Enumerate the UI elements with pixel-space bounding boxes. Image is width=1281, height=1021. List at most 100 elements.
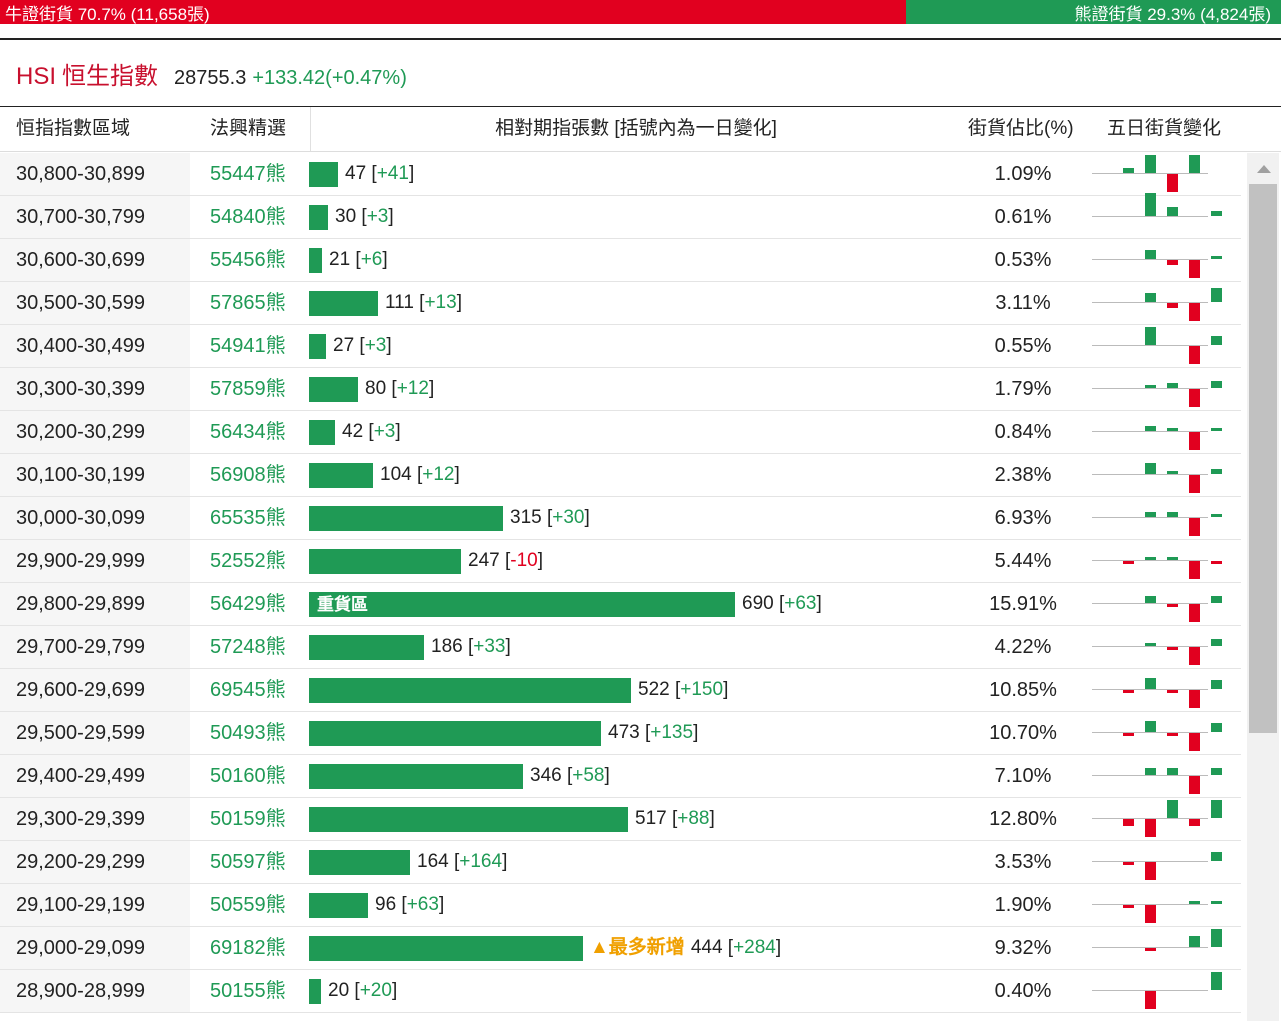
contracts-count: 20 bbox=[328, 980, 350, 1001]
sparkline-baseline bbox=[1092, 431, 1208, 432]
sparkline-bar bbox=[1189, 155, 1200, 173]
pick-link[interactable]: 57865熊 bbox=[190, 282, 308, 324]
contracts-bar bbox=[309, 205, 328, 230]
sparkline-bar bbox=[1189, 604, 1200, 622]
sparkline-baseline bbox=[1092, 646, 1208, 647]
pick-link[interactable]: 54840熊 bbox=[190, 196, 308, 238]
pick-link[interactable]: 69545熊 bbox=[190, 669, 308, 711]
outstanding-pct: 1.79% bbox=[994, 378, 1052, 400]
outstanding-pct: 9.32% bbox=[994, 937, 1052, 959]
contracts-count: 315 bbox=[510, 507, 542, 528]
sparkline-baseline bbox=[1092, 861, 1208, 862]
one-day-change: +33 bbox=[473, 636, 506, 657]
header-pick: 法興精選 bbox=[210, 118, 287, 139]
pick-link[interactable]: 57248熊 bbox=[190, 626, 308, 668]
sparkline-bar bbox=[1167, 557, 1178, 560]
sparkline-bar bbox=[1167, 260, 1178, 265]
header-outstanding-pct: 街貨佔比(%) bbox=[968, 118, 1074, 139]
pick-link[interactable]: 55456熊 bbox=[190, 239, 308, 281]
contracts-bar-cell: 164 [+164] bbox=[308, 841, 958, 883]
contracts-text: ▲最多新增 444 [+284] bbox=[590, 937, 782, 958]
five-day-sparkline bbox=[1088, 193, 1238, 238]
outstanding-pct: 15.91% bbox=[989, 593, 1057, 615]
contracts-bar bbox=[309, 721, 601, 746]
contracts-count: 522 bbox=[638, 679, 670, 700]
pick-link[interactable]: 50559熊 bbox=[190, 884, 308, 926]
sparkline-bar bbox=[1145, 327, 1156, 345]
contracts-bar-cell: 重貨區 690 [+63] bbox=[308, 583, 958, 625]
outstanding-pct: 10.70% bbox=[989, 722, 1057, 744]
sparkline-bar bbox=[1123, 168, 1134, 173]
table-row: 30,000-30,099 65535熊 315 [+30] 6.93% bbox=[0, 497, 1241, 540]
pick-link[interactable]: 54941熊 bbox=[190, 325, 308, 367]
sparkline-baseline bbox=[1092, 603, 1208, 604]
contracts-bar-cell: 247 [-10] bbox=[308, 540, 958, 582]
pick-link[interactable]: 52552熊 bbox=[190, 540, 308, 582]
contracts-bar-cell: 80 [+12] bbox=[308, 368, 958, 410]
sparkline-bar bbox=[1211, 514, 1222, 517]
pick-link[interactable]: 55447熊 bbox=[190, 153, 308, 195]
sparkline-baseline bbox=[1092, 560, 1208, 561]
pick-link[interactable]: 50159熊 bbox=[190, 798, 308, 840]
range-cell: 29,600-29,699 bbox=[0, 669, 190, 711]
contracts-bar-cell: 522 [+150] bbox=[308, 669, 958, 711]
contracts-bar bbox=[309, 549, 461, 574]
vertical-scrollbar[interactable] bbox=[1247, 153, 1279, 1021]
contracts-count: 27 bbox=[333, 335, 355, 356]
outstanding-pct: 10.85% bbox=[989, 679, 1057, 701]
pick-link[interactable]: 65535熊 bbox=[190, 497, 308, 539]
five-day-sparkline bbox=[1088, 282, 1238, 324]
pick-link[interactable]: 56434熊 bbox=[190, 411, 308, 453]
sparkline-bar bbox=[1145, 862, 1156, 880]
contracts-bar bbox=[309, 764, 523, 789]
outstanding-pct: 7.10% bbox=[994, 765, 1052, 787]
sparkline-baseline bbox=[1092, 474, 1208, 475]
sparkline-bar bbox=[1145, 512, 1156, 517]
contracts-bar: 重貨區 bbox=[309, 592, 735, 617]
contracts-count: 517 bbox=[635, 808, 667, 829]
sparkline-bar bbox=[1145, 768, 1156, 775]
contracts-count: 80 bbox=[365, 378, 387, 399]
sparkline-baseline bbox=[1092, 904, 1208, 905]
contracts-count: 42 bbox=[342, 421, 364, 442]
outstanding-pct: 1.90% bbox=[994, 894, 1052, 916]
pick-link[interactable]: 50160熊 bbox=[190, 755, 308, 797]
contracts-bar-cell: 473 [+135] bbox=[308, 712, 958, 754]
sparkline-bar bbox=[1211, 723, 1222, 732]
five-day-sparkline bbox=[1088, 884, 1238, 926]
pick-link[interactable]: 50597熊 bbox=[190, 841, 308, 883]
pick-link[interactable]: 69182熊 bbox=[190, 927, 308, 969]
range-cell: 29,000-29,099 bbox=[0, 927, 190, 969]
sparkline-baseline bbox=[1092, 818, 1208, 819]
pick-link[interactable]: 50155熊 bbox=[190, 970, 308, 1012]
outstanding-pct: 2.38% bbox=[994, 464, 1052, 486]
contracts-text: 522 [+150] bbox=[638, 679, 729, 700]
contracts-bar-cell: 346 [+58] bbox=[308, 755, 958, 797]
pick-link[interactable]: 56908熊 bbox=[190, 454, 308, 496]
one-day-change: +63 bbox=[406, 894, 439, 915]
outstanding-pct: 0.53% bbox=[994, 249, 1052, 271]
contracts-text: 315 [+30] bbox=[510, 507, 590, 528]
sparkline-bar bbox=[1145, 155, 1156, 173]
scroll-up-arrow-icon[interactable] bbox=[1257, 165, 1271, 173]
range-cell: 30,100-30,199 bbox=[0, 454, 190, 496]
range-cell: 29,800-29,899 bbox=[0, 583, 190, 625]
header-range: 恒指指數區域 bbox=[16, 118, 131, 139]
contracts-count: 164 bbox=[417, 851, 449, 872]
pick-link[interactable]: 57859熊 bbox=[190, 368, 308, 410]
pick-link[interactable]: 50493熊 bbox=[190, 712, 308, 754]
scroll-thumb[interactable] bbox=[1249, 184, 1277, 733]
one-day-change: +13 bbox=[424, 292, 457, 313]
five-day-sparkline bbox=[1088, 927, 1238, 969]
pick-link[interactable]: 56429熊 bbox=[190, 583, 308, 625]
outstanding-pct: 0.40% bbox=[994, 980, 1052, 1002]
index-value: 28755.3 bbox=[174, 67, 247, 89]
contracts-bar bbox=[309, 635, 424, 660]
contracts-bar-cell: 96 [+63] bbox=[308, 884, 958, 926]
contracts-text: 21 [+6] bbox=[329, 249, 388, 270]
index-code: HSI bbox=[16, 63, 57, 90]
one-day-change: +88 bbox=[677, 808, 710, 829]
one-day-change: +58 bbox=[572, 765, 605, 786]
range-cell: 30,700-30,799 bbox=[0, 196, 190, 238]
sparkline-bar bbox=[1189, 936, 1200, 947]
